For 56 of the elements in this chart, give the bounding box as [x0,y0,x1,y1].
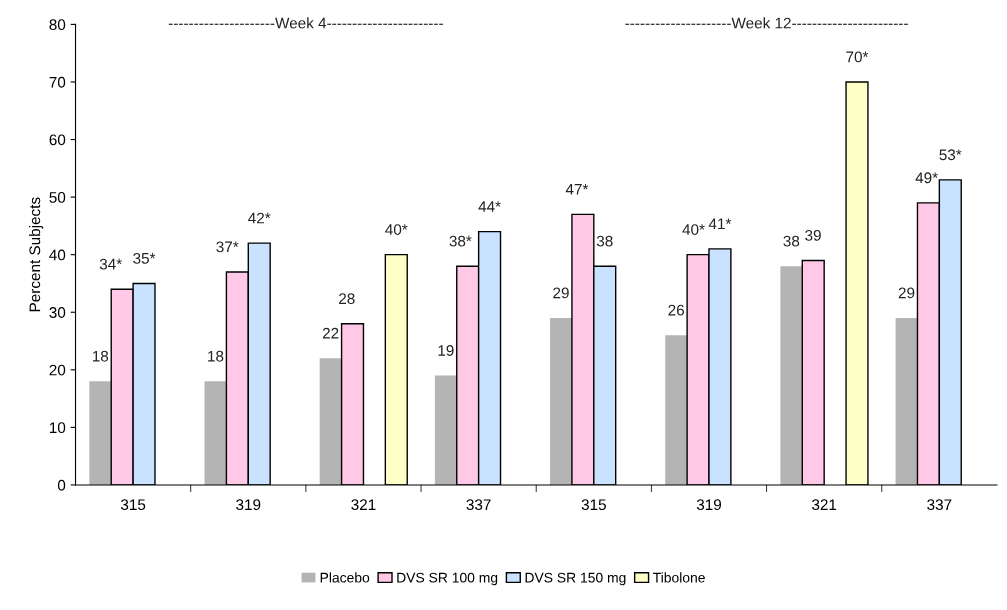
y-tick-label: 10 [49,422,66,434]
legend-label: DVS SR 150 mg [525,572,626,586]
y-tick-label: 20 [49,364,66,376]
data-label: 38* [449,235,472,247]
data-label: 41* [708,218,732,230]
y-tick-label: 40 [49,249,66,261]
y-tick-label: 80 [49,19,66,31]
data-label: 26 [668,304,684,316]
data-label: 18 [92,350,109,362]
data-label: 34* [99,258,122,270]
y-tick-label: 60 [49,134,66,146]
bar [780,266,803,485]
bar [89,381,112,485]
y-tick-label: 30 [49,307,66,318]
legend-label: Placebo [320,572,370,583]
y-axis-title: Percent Subjects [29,197,44,312]
x-tick-label: 337 [927,499,952,511]
data-label: 40* [385,224,408,235]
data-label: 49* [915,172,938,184]
annotation: ---------------------Week 4----------------------- [168,17,443,29]
data-label: 40* [682,224,705,235]
bar [319,358,342,485]
y-tick-label: 50 [49,191,66,203]
data-label: 22 [322,327,339,339]
bar [665,335,688,485]
bar [895,318,918,485]
data-label: 29 [553,287,569,299]
data-label: 70* [846,51,869,63]
data-label: 39 [805,229,821,241]
bar [204,381,227,485]
data-label: 19 [438,345,454,356]
y-tick-label: 70 [49,76,66,88]
data-label: 44* [478,201,501,212]
data-label: 53* [939,149,962,161]
annotation: ---------------------Week 12----------------------- [625,17,908,29]
data-label: 37* [216,241,239,253]
x-tick-label: 319 [236,499,261,511]
legend-label: DVS SR 100 mg [397,572,498,586]
x-tick-label: 319 [696,499,722,511]
data-label: 38 [596,235,613,247]
x-tick-label: 321 [812,499,837,511]
data-label: 29 [898,287,915,299]
data-label: 47* [565,184,589,195]
x-tick-label: 337 [466,499,491,511]
bar [550,318,572,485]
y-tick-label: 0 [57,479,66,491]
bar [434,375,457,485]
x-tick-label: 315 [120,499,146,511]
data-label: 28 [339,293,355,305]
data-label: 35* [133,252,156,264]
x-tick-label: 321 [351,499,376,511]
data-label: 42* [248,212,271,224]
data-label: 38 [783,235,800,247]
data-label: 18 [208,350,224,362]
x-tick-label: 315 [581,499,606,511]
legend-label: Tibolone [653,572,705,583]
